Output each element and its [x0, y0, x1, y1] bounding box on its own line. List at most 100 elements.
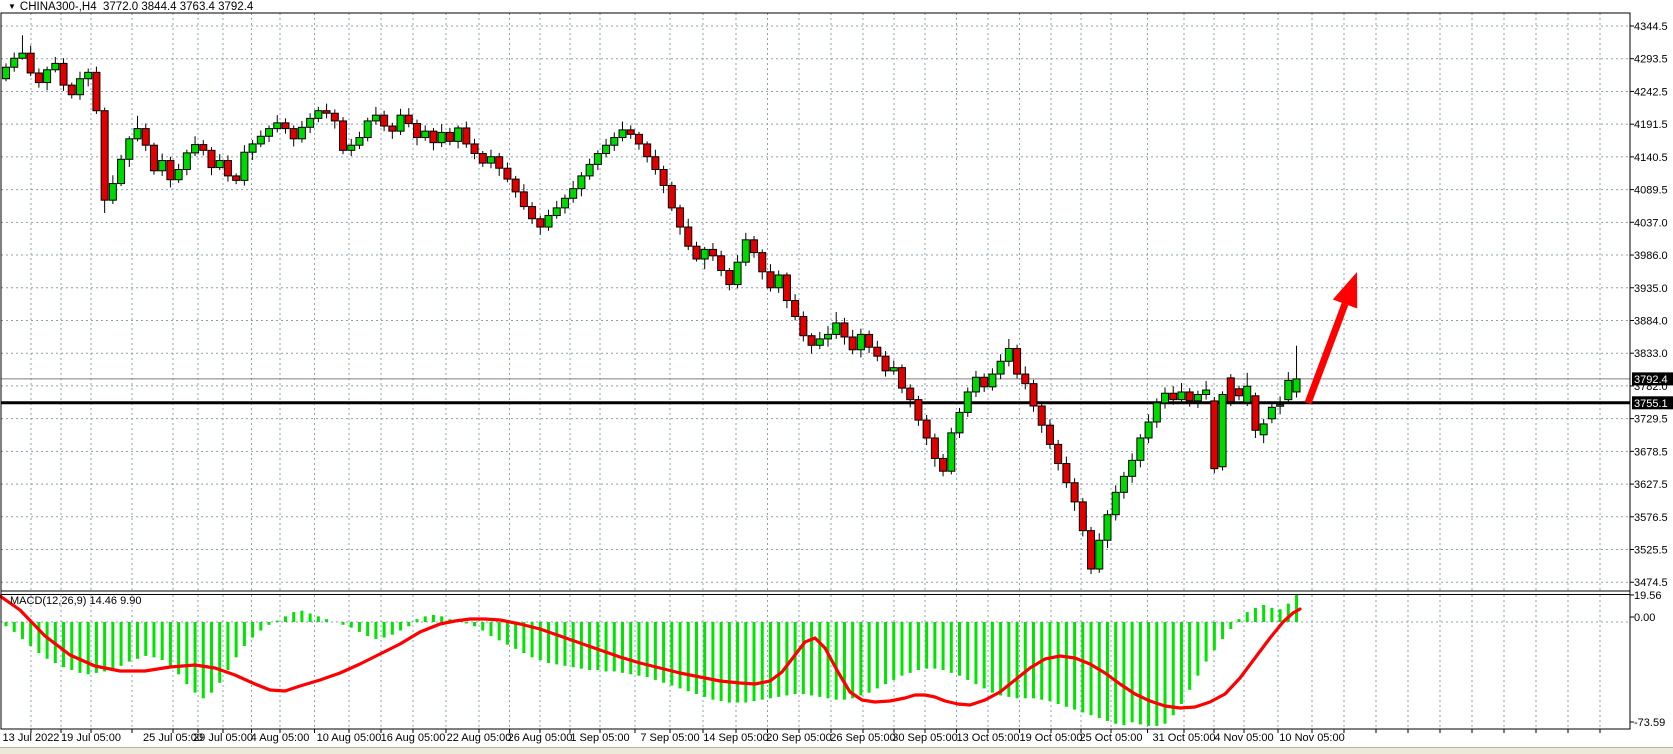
- price-label: 3627.5: [1634, 479, 1668, 491]
- macd-bar: [744, 622, 748, 703]
- candle-body: [881, 355, 890, 372]
- macd-bar: [1032, 622, 1035, 699]
- candle-body: [1128, 459, 1137, 477]
- candle-body: [659, 169, 668, 186]
- macd-bar: [908, 622, 912, 673]
- candle-body: [92, 71, 101, 112]
- candle-body: [511, 178, 520, 193]
- macd-bar: [875, 622, 879, 689]
- macd-bar: [399, 622, 403, 631]
- symbol-dropdown[interactable]: ▼ CHINA300-,H4 3772.0 3844.4 3763.4 3792.…: [8, 1, 253, 13]
- candle-body: [158, 160, 167, 172]
- candle-body: [1243, 385, 1252, 403]
- candle-body: [182, 152, 191, 171]
- macd-bar: [1073, 622, 1077, 710]
- candle-body: [856, 333, 865, 351]
- macd-bar: [20, 622, 24, 639]
- candle-body: [1193, 394, 1202, 402]
- date-label: 16 Aug 05:00: [381, 732, 446, 744]
- macd-bar: [538, 622, 542, 661]
- macd-bar: [45, 622, 49, 659]
- trend-arrow[interactable]: [1304, 272, 1358, 405]
- macd-bar: [1262, 605, 1266, 622]
- macd-indicator-label: MACD(12,26,9) 14.46 9.90: [10, 595, 142, 607]
- macd-bar: [152, 622, 156, 658]
- macd-bar: [900, 622, 904, 676]
- candle-body: [791, 300, 800, 318]
- macd-bar: [777, 622, 781, 697]
- macd-bar: [226, 622, 230, 671]
- candle-body: [133, 128, 142, 140]
- candle-body: [676, 207, 685, 228]
- macd-bar: [999, 622, 1003, 696]
- macd-bar: [292, 612, 296, 622]
- macd-bar: [793, 622, 797, 695]
- candle-body: [1284, 379, 1293, 401]
- macd-bar: [604, 622, 608, 672]
- price-label: 4037.0: [1634, 217, 1668, 229]
- candle-body: [454, 127, 463, 142]
- macd-scale-label: 0.00: [1634, 612, 1655, 624]
- macd-bar: [941, 622, 945, 671]
- candle-body: [1119, 475, 1128, 493]
- grid-layer: [1, 13, 1630, 729]
- date-label: 4 Aug 05:00: [251, 732, 310, 744]
- price-label: 4191.5: [1634, 119, 1668, 131]
- candle-body: [519, 191, 528, 208]
- macd-bar: [522, 622, 526, 654]
- macd-bar: [1253, 607, 1257, 622]
- macd-bar: [818, 622, 822, 697]
- date-label: 14 Sep 05:00: [703, 732, 768, 744]
- candle-body: [2, 66, 10, 80]
- candle-body: [560, 197, 569, 209]
- candle-body: [1202, 389, 1211, 396]
- candle-body: [996, 360, 1005, 375]
- macd-bar: [1023, 622, 1027, 699]
- candle-body: [1144, 421, 1153, 439]
- macd-bar: [357, 622, 361, 632]
- candle-body: [1169, 392, 1178, 401]
- price-axis[interactable]: 4344.5 4293.5 4242.5 4191.5 4140.5 4089.5 4037…: [1630, 21, 1673, 729]
- macd-bar: [111, 622, 115, 669]
- candle-body: [437, 131, 446, 144]
- candle-body: [256, 135, 265, 145]
- candle-body: [413, 122, 421, 139]
- macd-bar: [12, 622, 16, 632]
- macd-bar: [94, 622, 98, 673]
- macd-bar: [1221, 622, 1225, 639]
- macd-bar: [859, 622, 863, 696]
- candle-body: [593, 153, 602, 165]
- macd-bar: [678, 622, 682, 689]
- candle-body: [955, 411, 964, 434]
- macd-bar: [727, 622, 731, 703]
- candle-body: [26, 52, 35, 74]
- candle-body: [626, 129, 635, 135]
- arrow-head: [1332, 272, 1358, 309]
- ohlc-readout: 3772.0 3844.4 3763.4 3792.4: [103, 1, 254, 13]
- macd-bar: [892, 622, 896, 680]
- candle-body: [75, 78, 84, 96]
- macd-bar: [1196, 622, 1200, 676]
- candle-body: [1013, 347, 1022, 375]
- candle-body: [1218, 394, 1227, 468]
- macd-bar: [925, 622, 929, 669]
- candle-body: [495, 156, 504, 169]
- macd-bar: [662, 622, 666, 683]
- candle-body: [1210, 400, 1219, 470]
- date-label: 4 Nov 05:00: [1214, 732, 1273, 744]
- candle-body: [191, 144, 200, 154]
- candle-body: [10, 57, 19, 68]
- macd-bar: [86, 622, 90, 675]
- candle-body: [478, 153, 487, 164]
- macd-bar: [851, 622, 855, 699]
- candle-body: [848, 336, 857, 351]
- macd-histogram: [4, 594, 1299, 726]
- macd-bar: [259, 622, 263, 631]
- macd-bar: [78, 622, 82, 673]
- candle-body: [1276, 404, 1285, 407]
- macd-bar: [505, 622, 509, 645]
- macd-bar: [1237, 619, 1241, 622]
- candle-body: [717, 255, 726, 272]
